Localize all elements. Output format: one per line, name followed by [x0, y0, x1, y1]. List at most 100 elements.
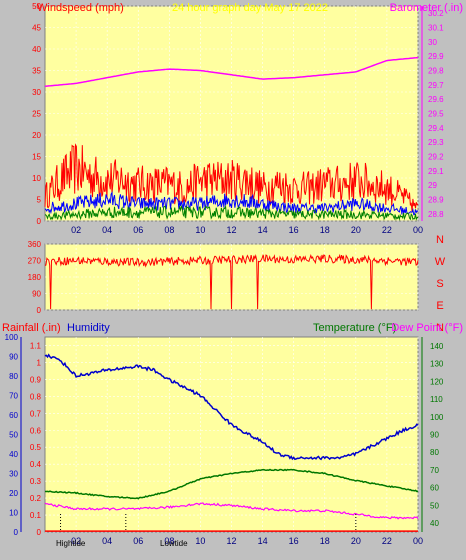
- rain-y-tick-label: 0.2: [30, 494, 42, 503]
- barometer-y-tick-label: 29.1: [428, 167, 444, 176]
- rain-y-tick-label: 1: [37, 358, 42, 367]
- compass-label: S: [436, 278, 443, 290]
- bottom-x-tick-label: 08: [164, 536, 174, 546]
- barometer-y-tick-label: 29.2: [428, 153, 444, 162]
- wind-y-tick-label: 20: [32, 131, 41, 140]
- lowtide-label: Lowtide: [160, 539, 188, 548]
- windspeed-label: Windspeed (mph): [37, 2, 124, 14]
- rainfall-label: Rainfall (.in): [2, 322, 61, 334]
- humidity-y-tick-label: 50: [9, 431, 18, 440]
- top-series: [44, 56, 419, 221]
- humidity-series: [44, 353, 419, 461]
- humidity-y-tick-label: 40: [9, 450, 18, 459]
- wind-y-tick-label: 45: [32, 24, 41, 33]
- wind-y-tick-label: 5: [37, 196, 42, 205]
- temperature-y-tick-label: 80: [430, 448, 439, 457]
- wind-y-tick-label: 10: [32, 174, 41, 183]
- barometer-y-tick-label: 30: [428, 38, 437, 47]
- bottom-x-tick-label: 00: [413, 536, 423, 546]
- top-x-tick-label: 18: [320, 225, 330, 235]
- barometer-y-tick-label: 28.8: [428, 210, 444, 219]
- barometer-y-tick-label: 30.1: [428, 24, 444, 33]
- compass-label: N: [436, 234, 444, 246]
- temperature-series: [45, 468, 419, 500]
- wind-y-tick-label: 40: [32, 45, 41, 54]
- bottom-x-tick-label: 04: [102, 536, 112, 546]
- temperature-y-tick-label: 60: [430, 484, 439, 493]
- bottom-x-tick-label: 20: [351, 536, 361, 546]
- rain-y-tick-label: 0: [37, 528, 42, 537]
- wind-y-tick-label: 15: [32, 153, 41, 162]
- bottom-x-tick-label: 06: [133, 536, 143, 546]
- rain-y-tick-label: 0.5: [30, 443, 42, 452]
- rain-y-tick-label: 0.8: [30, 392, 42, 401]
- bottom-series: [44, 353, 419, 532]
- temperature-y-tick-label: 70: [430, 466, 439, 475]
- barometer-y-tick-label: 29.6: [428, 95, 444, 104]
- top-axes: 02 04 06 08 10 12 14 16 18 20 22 000510152025303540…: [32, 2, 444, 235]
- wind-y-tick-label: 50: [32, 2, 41, 11]
- bottom-x-tick-label: 22: [382, 536, 392, 546]
- barometer-series: [44, 56, 419, 88]
- rain-y-tick-label: 0.4: [30, 460, 42, 469]
- bottom-axes: 02 04 06 08 10 12 14 16 18 20 22 0000.10.20.30.40.5…: [5, 333, 444, 546]
- compass-label: W: [435, 256, 446, 268]
- barometer-y-tick-label: 29.8: [428, 67, 444, 76]
- top-x-tick-label: 10: [195, 225, 205, 235]
- bottom-x-tick-label: 14: [258, 536, 268, 546]
- humidity-y-tick-label: 10: [9, 509, 18, 518]
- humidity-y-tick-label: 80: [9, 372, 18, 381]
- rain-y-tick-label: 0.1: [30, 511, 42, 520]
- barometer-y-tick-label: 29.4: [428, 124, 444, 133]
- wind-direction-series: [44, 253, 419, 310]
- temperature-y-tick-label: 120: [430, 377, 444, 386]
- direction-y-tick-label: 90: [32, 290, 41, 299]
- wind-y-tick-label: 30: [32, 88, 41, 97]
- humidity-y-tick-label: 100: [5, 333, 19, 342]
- temperature-label: Temperature (°F): [313, 322, 396, 334]
- rain-y-tick-label: 1.1: [30, 341, 42, 350]
- temperature-y-tick-label: 90: [430, 431, 439, 440]
- dewpoint-series: [44, 502, 419, 520]
- direction-grid: [45, 243, 419, 311]
- bottom-x-tick-label: 02: [71, 536, 81, 546]
- wind-gust-series: [44, 143, 419, 212]
- direction-y-tick-label: 360: [28, 240, 42, 249]
- top-x-tick-label: 14: [258, 225, 268, 235]
- barometer-y-tick-label: 29: [428, 181, 437, 190]
- hightide-label: Hightide: [56, 539, 86, 548]
- rain-y-tick-label: 0.3: [30, 477, 42, 486]
- graph-title: 24 hour graph day May 17 2022: [172, 2, 328, 14]
- humidity-y-tick-label: 90: [9, 353, 18, 362]
- dewpoint-label: Dew Point (°F): [391, 322, 463, 334]
- wind-y-tick-label: 35: [32, 67, 41, 76]
- top-x-tick-label: 02: [71, 225, 81, 235]
- rain-y-tick-label: 0.7: [30, 409, 42, 418]
- rain-y-tick-label: 0.9: [30, 375, 42, 384]
- humidity-y-tick-label: 60: [9, 411, 18, 420]
- temperature-y-tick-label: 40: [430, 519, 439, 528]
- wind-low-series: [44, 204, 418, 221]
- top-x-tick-label: 06: [133, 225, 143, 235]
- barometer-y-tick-label: 29.7: [428, 81, 444, 90]
- humidity-y-tick-label: 70: [9, 392, 18, 401]
- wind-average-series: [44, 190, 419, 216]
- direction-series: [44, 253, 419, 310]
- humidity-y-tick-label: 20: [9, 489, 18, 498]
- temperature-y-tick-label: 140: [430, 342, 444, 351]
- barometer-y-tick-label: 29.5: [428, 110, 444, 119]
- barometer-label: Barometer (.in): [390, 2, 463, 14]
- direction-y-tick-label: 270: [28, 257, 42, 266]
- top-x-tick-label: 00: [413, 225, 423, 235]
- humidity-y-tick-label: 0: [14, 528, 19, 537]
- temperature-y-tick-label: 130: [430, 360, 444, 369]
- bottom-grid: [45, 337, 419, 533]
- bottom-x-tick-label: 18: [320, 536, 330, 546]
- temperature-y-tick-label: 50: [430, 501, 439, 510]
- bottom-x-tick-label: 12: [226, 536, 236, 546]
- compass-label: E: [436, 300, 443, 312]
- temperature-y-tick-label: 110: [430, 395, 443, 404]
